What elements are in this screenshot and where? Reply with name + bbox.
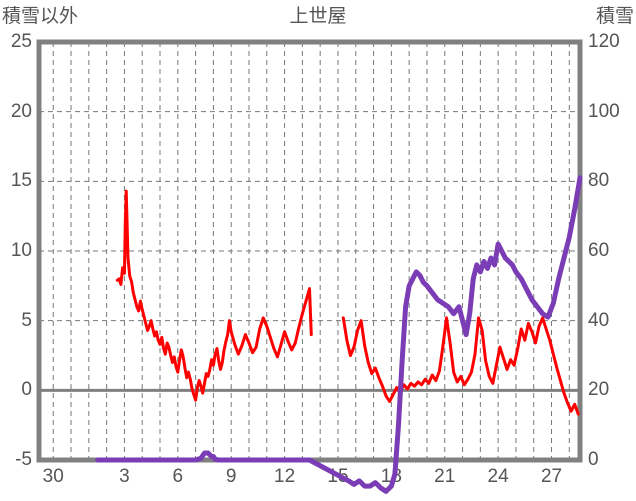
page-title: 上世屋 bbox=[289, 6, 347, 27]
y-tick-right-60: 60 bbox=[588, 240, 610, 261]
y-tick-left-5: 5 bbox=[21, 309, 32, 331]
x-tick-24: 24 bbox=[487, 466, 509, 487]
y-tick-right-40: 40 bbox=[588, 309, 610, 331]
x-tick-6: 6 bbox=[172, 466, 184, 487]
x-tick-30: 30 bbox=[42, 466, 64, 487]
x-tick-9: 9 bbox=[225, 466, 237, 487]
right-axis-title: 積雪 bbox=[595, 6, 634, 27]
series-line-1 bbox=[95, 175, 583, 494]
y-tick-left--5: -5 bbox=[15, 449, 32, 470]
y-tick-left-20: 20 bbox=[10, 100, 32, 122]
x-tick-12: 12 bbox=[274, 466, 296, 487]
y-tick-right-0: 0 bbox=[588, 449, 599, 470]
y-tick-right-20: 20 bbox=[588, 379, 610, 401]
x-tick-21: 21 bbox=[434, 466, 456, 487]
left-axis-title: 積雪以外 bbox=[2, 6, 79, 27]
y-tick-right-80: 80 bbox=[588, 170, 610, 192]
y-tick-left-15: 15 bbox=[10, 170, 32, 192]
y-tick-right-100: 100 bbox=[588, 100, 620, 122]
y-tick-left-25: 25 bbox=[10, 31, 32, 52]
y-tick-left-10: 10 bbox=[10, 240, 32, 261]
y-tick-left-0: 0 bbox=[21, 379, 32, 401]
data-series bbox=[95, 175, 583, 494]
y-tick-right-120: 120 bbox=[588, 31, 620, 52]
x-tick-3: 3 bbox=[119, 466, 130, 487]
series-line-0 bbox=[115, 189, 580, 416]
x-tick-27: 27 bbox=[540, 466, 563, 487]
